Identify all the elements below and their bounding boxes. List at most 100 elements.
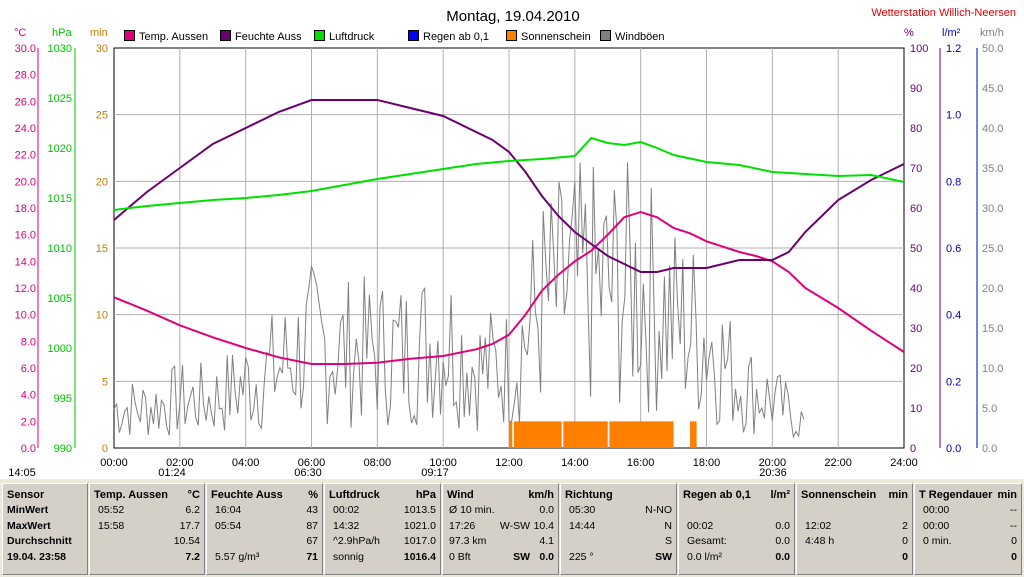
kmh-tick-label: 5.0 [982,403,997,415]
temp-tick-label: 30.0 [15,43,36,55]
legend-item: Temp. Aussen [124,30,208,43]
table-cell: 00:02 [333,504,360,516]
table-cell-value: 1013.5 [403,504,436,516]
legend-label: Temp. Aussen [139,31,209,43]
table-cell: 00:00 [923,504,950,516]
table-cell-value: 1017.0 [403,535,436,547]
table-cell-value: 0.0 [539,551,554,563]
temp-tick-label: 2.0 [21,416,36,428]
x-tick-label: 20:00 [759,457,787,469]
pct-axis-unit: % [904,27,914,39]
table-cell-value: 0 [1011,551,1017,563]
table-header: Regen ab 0,1 [683,489,751,501]
rain-tick-label: 0.4 [946,310,961,322]
min-axis-unit: min [90,27,108,39]
axis-ticks: 30.0 28.0 26.0 24.0 22.0 20.0 18.0 16.0 14.0 12.0… [8,43,1003,479]
table-column-sun: Sonnenschein min 12:02 2 4:48 h 0 0 [796,483,913,575]
x-tick-label: 12:00 [495,457,523,469]
legend-label: Regen ab 0,1 [423,31,490,43]
temp-tick-label: 22.0 [15,150,36,162]
pct-tick-label: 60 [910,203,922,215]
temp-tick-label: 18.0 [15,203,36,215]
table-header-unit: l/m² [770,489,790,501]
table-cell: 16:04 [215,504,242,516]
table-cell: 5.57 g/m³ [215,551,260,563]
legend-item: Regen ab 0,1 [408,30,489,43]
time-marker-label: 14:05 [8,467,36,479]
rain-tick-label: 0.8 [946,176,961,188]
table-row-label: MaxWert [7,520,51,532]
chart-title: Montag, 19.04.2010 [446,8,579,25]
table-cell: 97.3 km [449,535,487,547]
table-cell-value: 0 [1011,535,1017,547]
table-cell-value: 7.2 [185,551,200,563]
table-cell: Ø 10 min. [449,504,495,516]
table-cell: 15:58 [98,520,125,532]
pct-tick-label: 80 [910,123,922,135]
table-column-sensor: Sensor MinWert MaxWert Durchschnitt 19.04. 2… [2,483,88,575]
table-column-wind: Wind km/h Ø 10 min. 0.0 17:26 W-SW 10.4 97.3 km… [442,483,559,575]
table-cell-value: 4.1 [539,535,554,547]
table-header: Richtung [565,489,613,501]
temp-tick-label: 6.0 [21,363,36,375]
sunshine-bars [509,421,697,448]
min-tick-label: 15 [96,243,108,255]
table-cell: 0 min. [923,535,952,547]
press-tick-label: 1015 [48,193,72,205]
rain-tick-label: 1.2 [946,43,961,55]
legend-item: Windböen [600,30,665,43]
legend-item: Sonnenschein [506,30,591,43]
sunshine-bar [513,421,562,448]
pct-tick-label: 70 [910,163,922,175]
table-cell: Gesamt: [687,535,727,547]
time-marker-label: 01:24 [158,467,186,479]
table-cell: 05:54 [215,520,242,532]
table-cell: 00:02 [687,520,714,532]
temp-tick-label: 20.0 [15,176,36,188]
sunshine-bar [609,421,674,448]
kmh-tick-label: 35.0 [982,163,1003,175]
pct-tick-label: 40 [910,283,922,295]
humidity-series-line [113,99,905,273]
table-cell-value: 17.7 [179,520,200,532]
rain-tick-label: 1.0 [946,110,961,122]
min-tick-label: 20 [96,176,108,188]
table-column-temp: Temp. Aussen °C 05:52 6.2 15:58 17.7 10.54 7.2 [89,483,205,575]
x-tick-label: 04:00 [232,457,260,469]
legend-item: Feuchte Auss [220,30,302,43]
table-cell-value: 87 [306,520,318,532]
table-cell: ^2.9hPa/h [333,535,380,547]
legend-swatch [408,30,419,41]
x-tick-label: 22:00 [824,457,852,469]
press-tick-label: 1025 [48,93,72,105]
pct-tick-label: 30 [910,323,922,335]
temp-series-line [113,210,905,365]
table-cell-value: 2 [902,520,908,532]
kmh-tick-label: 10.0 [982,363,1003,375]
temp-tick-label: 14.0 [15,256,36,268]
press-tick-label: 990 [54,443,72,455]
x-tick-label: 14:00 [561,457,589,469]
table-cell-value: 1021.0 [403,520,436,532]
table-cell: 0 Bft [449,551,471,563]
rain-tick-label: 0.2 [946,376,961,388]
temp-tick-label: 28.0 [15,70,36,82]
time-marker-label: 06:30 [294,467,322,479]
weather-chart: Montag, 19.04.2010 Wetterstation Willich… [8,7,1016,479]
kmh-tick-label: 50.0 [982,43,1003,55]
table-cell-value: N-NO [645,504,672,516]
table-cell-value: 0.0 [539,504,554,516]
temp-axis-unit: °C [14,27,26,39]
table-header-unit: min [888,489,908,501]
legend-label: Luftdruck [329,31,375,43]
x-tick-label: 18:00 [693,457,721,469]
table-header-unit: °C [187,489,200,501]
x-tick-label: 06:00 [298,457,326,469]
table-cell-value: 0.0 [775,520,790,532]
table-cell: 12:02 [805,520,832,532]
table-column-hum: Feuchte Auss% 16:04 43 05:54 87 67 5.57 g/m³ 71 [206,483,323,575]
sunshine-bar [563,421,608,448]
legend-label: Feuchte Auss [235,31,302,43]
table-column-press: Luftdruck hPa 00:02 1013.5 14:32 1021.0 ^2.9hP… [324,483,441,575]
press-tick-label: 1020 [48,143,72,155]
